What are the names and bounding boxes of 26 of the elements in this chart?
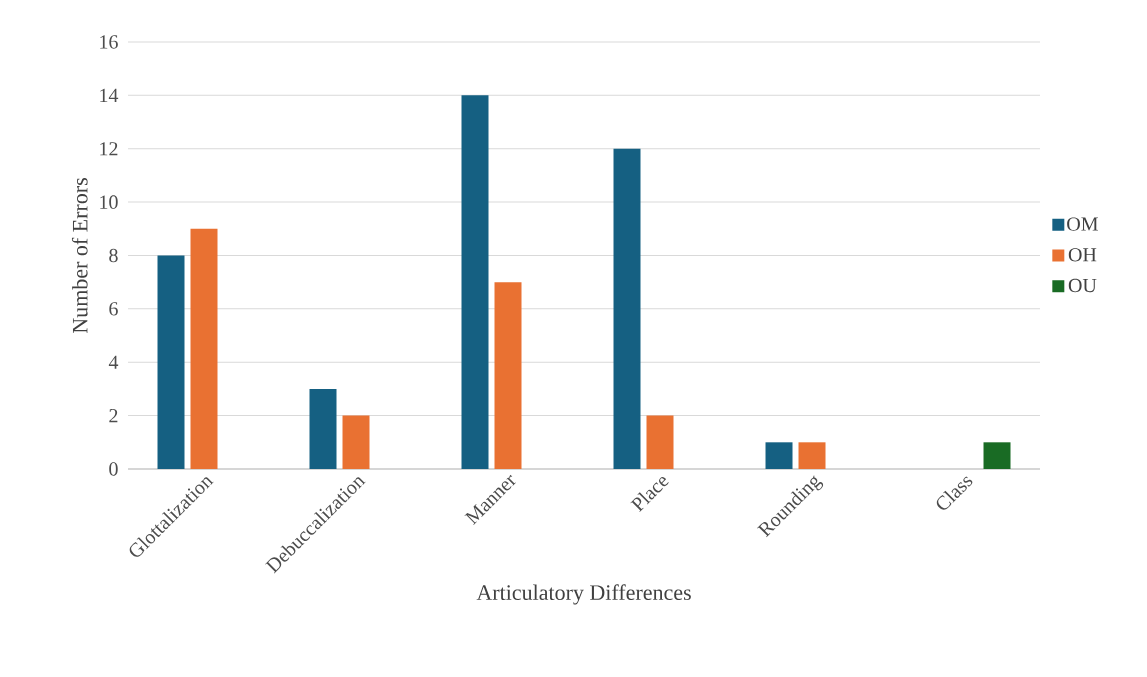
y-tick-label: 8 [109,248,118,263]
legend-label: OH [1068,248,1097,262]
x-axis-title: Articulatory Differences [476,584,691,605]
bar [157,255,185,469]
bar [765,442,793,469]
y-tick-label: 0 [109,462,118,476]
bar [309,388,337,469]
legend-label: OM [1067,217,1098,231]
bar [190,228,218,469]
y-tick-label: 2 [109,409,118,423]
y-tick-label: 16 [100,35,118,49]
bar [342,415,370,469]
y-tick-label: 10 [100,195,118,209]
legend-label: OU [1068,278,1097,293]
y-tick-label: 6 [109,302,118,316]
y-tick-label: 12 [100,142,118,156]
bar [983,442,1011,469]
bar [613,148,641,469]
bar [461,95,489,469]
bar [798,442,826,469]
bar [494,282,522,469]
y-tick-label: 14 [100,88,119,102]
y-tick-label: 4 [108,355,119,369]
y-axis-title: Number of Errors [71,178,88,334]
bar [646,415,674,469]
x-tick-label: Class [936,476,973,510]
